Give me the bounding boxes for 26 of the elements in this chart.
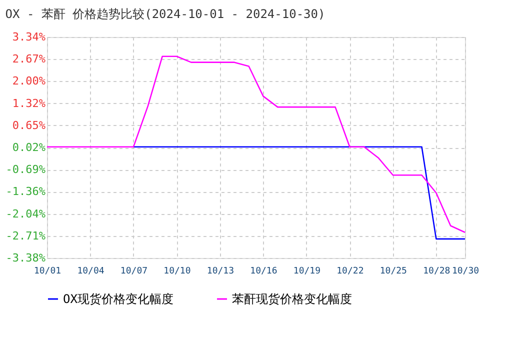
y-tick-label: -2.04% bbox=[6, 207, 46, 220]
y-tick-label: 2.67% bbox=[12, 52, 46, 66]
x-tick-label: 10/25 bbox=[380, 266, 407, 276]
x-tick-label: 10/01 bbox=[34, 266, 62, 276]
x-tick-label: 10/30 bbox=[452, 266, 480, 276]
x-tick-label: 10/07 bbox=[120, 266, 148, 276]
y-tick-label: 3.34% bbox=[12, 30, 46, 44]
y-tick-label: -1.36% bbox=[6, 185, 46, 198]
x-tick-label: 10/16 bbox=[250, 266, 278, 276]
legend-label: OX现货价格变化幅度 bbox=[63, 292, 174, 306]
line-series bbox=[46, 56, 466, 233]
y-tick-label: -0.69% bbox=[6, 163, 46, 176]
x-tick-label: 10/28 bbox=[423, 266, 450, 276]
chart-title: OX - 苯酐 价格趋势比较(2024-10-01 - 2024-10-30) bbox=[5, 7, 326, 21]
x-tick-label: 10/13 bbox=[206, 266, 234, 276]
x-tick-label: 10/22 bbox=[336, 266, 364, 276]
y-tick-label: 0.65% bbox=[12, 118, 46, 132]
y-tick-label: 2.00% bbox=[12, 74, 46, 88]
x-tick-label: 10/04 bbox=[77, 266, 104, 276]
y-tick-label: 0.02% bbox=[12, 141, 46, 154]
y-tick-label: -2.71% bbox=[6, 229, 46, 242]
y-tick-label: 1.32% bbox=[12, 96, 46, 110]
x-tick-label: 10/19 bbox=[293, 266, 320, 276]
legend-label: 苯酐现货价格变化幅度 bbox=[232, 292, 352, 306]
y-tick-label: -3.38% bbox=[6, 252, 46, 264]
x-tick-label: 10/10 bbox=[164, 266, 191, 276]
